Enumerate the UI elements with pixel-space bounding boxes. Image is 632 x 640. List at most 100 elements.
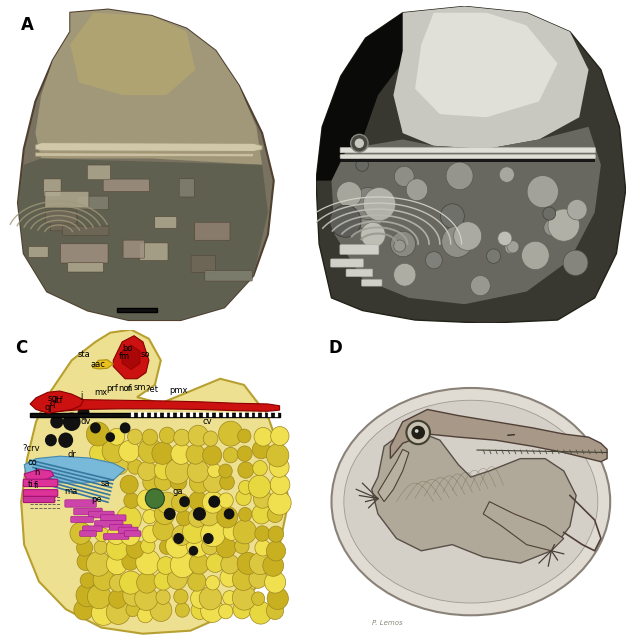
Circle shape xyxy=(154,472,172,491)
Circle shape xyxy=(265,572,286,593)
Circle shape xyxy=(221,555,240,574)
Circle shape xyxy=(167,569,187,589)
Circle shape xyxy=(187,460,209,483)
Circle shape xyxy=(250,602,272,624)
Circle shape xyxy=(124,493,139,508)
FancyBboxPatch shape xyxy=(23,490,58,497)
Polygon shape xyxy=(391,410,607,461)
Polygon shape xyxy=(331,127,601,304)
Circle shape xyxy=(224,508,234,520)
Circle shape xyxy=(470,276,490,296)
Circle shape xyxy=(544,220,560,236)
Circle shape xyxy=(150,599,172,621)
FancyBboxPatch shape xyxy=(340,155,595,159)
Text: ma: ma xyxy=(64,486,78,496)
FancyBboxPatch shape xyxy=(131,412,134,417)
FancyBboxPatch shape xyxy=(209,412,212,417)
Circle shape xyxy=(521,241,549,269)
Circle shape xyxy=(351,134,368,152)
Circle shape xyxy=(159,427,175,444)
Text: sm: sm xyxy=(133,383,146,392)
Circle shape xyxy=(51,415,63,429)
FancyBboxPatch shape xyxy=(341,159,595,163)
Text: sta: sta xyxy=(78,350,90,359)
FancyBboxPatch shape xyxy=(87,165,111,180)
Circle shape xyxy=(76,540,93,556)
Circle shape xyxy=(136,550,160,575)
Circle shape xyxy=(176,511,191,526)
Polygon shape xyxy=(18,159,268,320)
Circle shape xyxy=(190,589,209,609)
Circle shape xyxy=(106,600,130,625)
Circle shape xyxy=(252,592,265,605)
Circle shape xyxy=(188,572,206,591)
FancyBboxPatch shape xyxy=(157,412,160,417)
Circle shape xyxy=(143,473,161,492)
Text: ?crv: ?crv xyxy=(23,444,40,453)
FancyBboxPatch shape xyxy=(103,179,149,191)
Circle shape xyxy=(142,429,157,445)
Text: q: q xyxy=(49,399,55,408)
FancyBboxPatch shape xyxy=(109,525,132,530)
Circle shape xyxy=(222,591,236,605)
FancyBboxPatch shape xyxy=(23,479,58,486)
FancyBboxPatch shape xyxy=(88,511,114,518)
Circle shape xyxy=(188,425,209,446)
Circle shape xyxy=(186,445,205,464)
Text: j: j xyxy=(80,391,82,400)
Text: ti: ti xyxy=(28,480,33,489)
FancyBboxPatch shape xyxy=(331,259,363,267)
Circle shape xyxy=(137,490,157,510)
Circle shape xyxy=(233,568,254,591)
Circle shape xyxy=(249,570,267,588)
Circle shape xyxy=(220,475,234,490)
Circle shape xyxy=(137,572,157,593)
FancyBboxPatch shape xyxy=(118,527,138,533)
Circle shape xyxy=(166,458,190,484)
Circle shape xyxy=(142,525,159,543)
Circle shape xyxy=(156,589,170,604)
Circle shape xyxy=(498,231,512,246)
Circle shape xyxy=(391,231,415,257)
Circle shape xyxy=(109,574,126,592)
Text: fm: fm xyxy=(119,352,130,361)
FancyBboxPatch shape xyxy=(179,179,194,197)
FancyBboxPatch shape xyxy=(138,412,140,417)
FancyBboxPatch shape xyxy=(125,531,141,536)
Circle shape xyxy=(170,473,187,490)
FancyBboxPatch shape xyxy=(177,412,179,417)
Polygon shape xyxy=(48,399,279,413)
FancyBboxPatch shape xyxy=(144,412,147,417)
Polygon shape xyxy=(35,143,262,152)
FancyBboxPatch shape xyxy=(117,308,157,312)
Polygon shape xyxy=(372,428,576,563)
Polygon shape xyxy=(483,502,564,551)
Circle shape xyxy=(220,568,238,587)
Circle shape xyxy=(411,426,425,439)
Circle shape xyxy=(102,438,126,463)
Circle shape xyxy=(135,587,158,611)
Circle shape xyxy=(206,554,224,572)
Circle shape xyxy=(223,447,238,463)
Circle shape xyxy=(253,490,272,508)
Text: h: h xyxy=(35,468,40,477)
Circle shape xyxy=(441,204,465,228)
FancyBboxPatch shape xyxy=(255,412,258,417)
Circle shape xyxy=(188,508,207,527)
Circle shape xyxy=(116,506,142,532)
FancyBboxPatch shape xyxy=(242,412,245,417)
Circle shape xyxy=(138,461,157,481)
Circle shape xyxy=(183,520,205,543)
FancyBboxPatch shape xyxy=(68,262,104,272)
Circle shape xyxy=(199,587,222,610)
Circle shape xyxy=(263,555,284,576)
Circle shape xyxy=(223,523,240,540)
Polygon shape xyxy=(21,330,288,634)
Circle shape xyxy=(90,422,100,433)
Circle shape xyxy=(126,603,140,617)
FancyBboxPatch shape xyxy=(340,148,595,153)
Circle shape xyxy=(123,584,144,606)
Polygon shape xyxy=(30,391,83,413)
Text: dv: dv xyxy=(81,417,91,426)
Circle shape xyxy=(208,463,221,477)
